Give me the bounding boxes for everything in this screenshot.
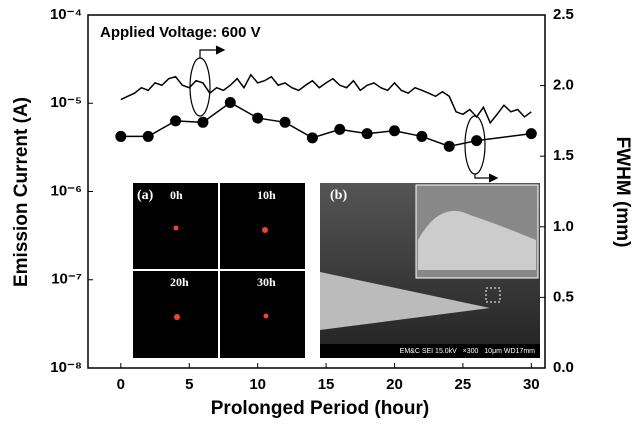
- annotation-marks: [189, 45, 499, 183]
- x-tick-label: 30: [523, 376, 540, 393]
- x-tick-label: 0: [117, 376, 125, 393]
- y2-tick-label: 0.5: [553, 288, 574, 305]
- caption-bar: [320, 344, 540, 358]
- point: [279, 116, 291, 128]
- zoom-texture: [418, 210, 536, 270]
- x-tick-label: 5: [185, 376, 193, 393]
- y2-axis-label: FWHM (mm): [612, 137, 633, 248]
- x-tick-label: 10: [249, 376, 266, 393]
- y-tick-label: 10⁻⁴: [50, 6, 82, 23]
- y-axis-label: Emission Current (A): [11, 97, 32, 287]
- y-tick-label: 10⁻⁵: [50, 94, 82, 111]
- point: [443, 140, 455, 152]
- inset-label: (b): [330, 188, 347, 203]
- inset-label: (a): [137, 188, 154, 203]
- point: [306, 132, 318, 144]
- point: [252, 112, 264, 124]
- point: [334, 123, 346, 135]
- frame-label: 0h: [170, 188, 183, 202]
- y2-tick-label: 0.0: [553, 359, 574, 376]
- frame-label: 10h: [257, 188, 276, 202]
- insets: (a) (b) 0h 10h 20h 30h EM&C SEI 15.0kV ×300 10…: [133, 183, 540, 358]
- point: [361, 128, 373, 140]
- y2-tick-label: 1.0: [553, 218, 574, 235]
- y2-tick-label: 2.5: [553, 6, 574, 23]
- y-tick-label: 10⁻⁶: [50, 182, 82, 199]
- point: [416, 130, 428, 142]
- point: [197, 116, 209, 128]
- point: [170, 115, 182, 127]
- sem-caption: EM&C SEI 15.0kV ×300 10μm WD17mm: [400, 348, 536, 355]
- x-axis-label: Prolonged Period (hour): [211, 398, 430, 419]
- point: [224, 97, 236, 109]
- x-tick-label: 20: [386, 376, 403, 393]
- y2-tick-label: 1.5: [553, 147, 574, 164]
- y2-tick-label: 2.0: [553, 77, 574, 94]
- zoom-box: [485, 287, 501, 303]
- frame-label: 30h: [257, 275, 276, 289]
- y-tick-label: 10⁻⁸: [50, 359, 82, 376]
- y-tick-label: 10⁻⁷: [51, 271, 82, 288]
- point: [142, 130, 154, 142]
- point: [388, 125, 400, 137]
- point: [471, 135, 483, 147]
- x-tick-label: 25: [455, 376, 472, 393]
- x-tick-label: 15: [318, 376, 335, 393]
- spot: [262, 227, 268, 233]
- tip: [320, 272, 490, 330]
- point: [525, 128, 537, 140]
- spot: [173, 225, 179, 231]
- frame-label: 20h: [170, 275, 189, 289]
- point: [115, 130, 127, 142]
- annotation: Applied Voltage: 600 V: [100, 24, 261, 41]
- series-line: [120, 73, 532, 125]
- spot: [174, 314, 180, 320]
- spot: [263, 313, 269, 319]
